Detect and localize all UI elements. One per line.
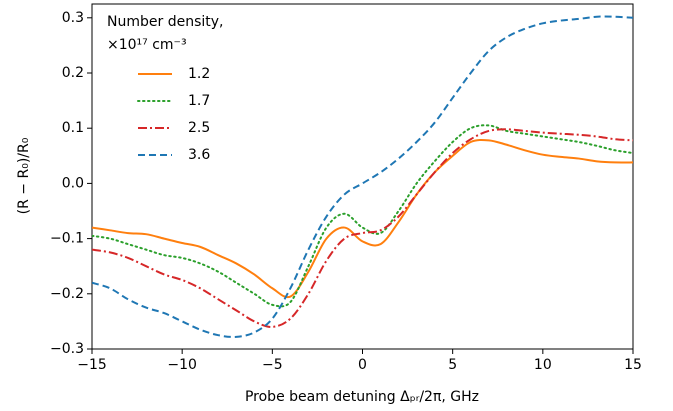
legend-label: 2.5 [188,120,210,136]
legend: Number density, ×10¹⁷ cm⁻³ 1.2 1.7 2.5 3.6 [107,14,223,163]
y-tick-label: −0.3 [50,341,84,357]
y-axis-label: (R − R₀)/R₀ [16,137,32,214]
legend-title: Number density, [107,14,223,30]
series-line [92,138,633,299]
legend-label: 1.7 [188,93,210,109]
y-tick-label: −0.1 [50,231,84,247]
y-tick-label: −0.2 [50,286,84,302]
y-tick-label: 0.0 [62,175,84,191]
y-tick-label: 0.1 [62,120,84,136]
y-tick-label: 0.2 [62,65,84,81]
legend-label: 3.6 [188,147,210,163]
x-tick-label: 0 [358,357,367,373]
x-tick-label: −10 [167,357,197,373]
series-line [92,124,633,308]
x-tick-label: 15 [624,357,642,373]
x-tick-label: −5 [262,357,283,373]
y-tick-label: 0.3 [62,10,84,26]
series-line [92,15,633,338]
x-tick-label: 5 [448,357,457,373]
plot-frame [91,3,634,350]
legend-title: ×10¹⁷ cm⁻³ [107,37,187,53]
x-tick-label: −15 [77,357,107,373]
x-axis-label: Probe beam detuning Δₚᵣ/2π, GHz [245,389,479,405]
legend-label: 1.2 [188,66,210,82]
x-tick-label: 10 [534,357,552,373]
